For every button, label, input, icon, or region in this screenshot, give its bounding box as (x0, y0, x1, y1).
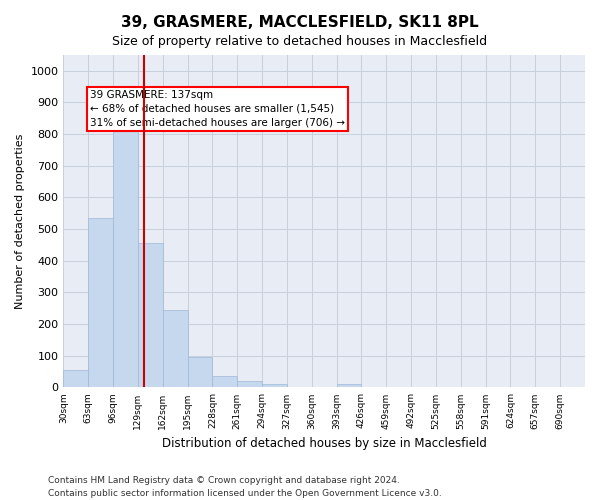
Bar (64, 370, 88, 388)
Bar (212, 376, 237, 388)
Bar (237, 381, 262, 388)
Text: 39 GRASMERE: 137sqm
← 68% of detached houses are smaller (1,545)
31% of semi-det: 39 GRASMERE: 137sqm ← 68% of detached ho… (90, 90, 345, 128)
Bar (337, 384, 361, 388)
Bar (188, 358, 212, 388)
Y-axis label: Number of detached properties: Number of detached properties (15, 134, 25, 309)
Text: Contains public sector information licensed under the Open Government Licence v3: Contains public sector information licen… (48, 488, 442, 498)
Bar (113, 124, 138, 388)
X-axis label: Distribution of detached houses by size in Macclesfield: Distribution of detached houses by size … (162, 437, 487, 450)
Bar (138, 244, 163, 388)
Bar (262, 384, 287, 388)
Text: Size of property relative to detached houses in Macclesfield: Size of property relative to detached ho… (112, 35, 488, 48)
Text: 39, GRASMERE, MACCLESFIELD, SK11 8PL: 39, GRASMERE, MACCLESFIELD, SK11 8PL (121, 15, 479, 30)
Bar (88, 218, 113, 388)
Bar (163, 310, 188, 388)
Text: Contains HM Land Registry data © Crown copyright and database right 2024.: Contains HM Land Registry data © Crown c… (48, 476, 400, 485)
